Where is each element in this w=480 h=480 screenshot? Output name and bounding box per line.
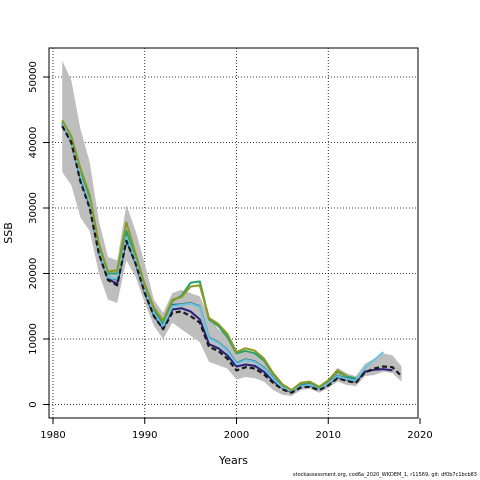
- footer-credit: stockassessment.org, cod6a_2020_WKDEM_1,…: [293, 472, 477, 478]
- series-lines: [61, 119, 403, 394]
- y-axis-title: SSB: [2, 222, 15, 244]
- x-tick-label-2020: 2020: [407, 430, 432, 441]
- plot-frame: [48, 47, 419, 419]
- y-tick-label-50000: 50000: [28, 61, 39, 93]
- x-tick-label-1980: 1980: [40, 430, 65, 441]
- confidence-band: [62, 60, 402, 396]
- y-tick-label-40000: 40000: [28, 127, 39, 159]
- y-tick-label-10000: 10000: [28, 323, 39, 355]
- series-line-4: [61, 123, 384, 393]
- y-tick-label-20000: 20000: [28, 258, 39, 290]
- x-tick-label-2010: 2010: [316, 430, 341, 441]
- y-tick-label-30000: 30000: [28, 192, 39, 224]
- y-tick-label-0: 0: [28, 401, 39, 407]
- x-tick-label-1990: 1990: [132, 430, 157, 441]
- series-line-5: [61, 119, 348, 392]
- x-axis: 1980 1990 2000 2010 2020: [40, 418, 433, 441]
- series-line-0: [61, 125, 403, 394]
- y-axis: 0 10000 20000 30000 40000 50000: [28, 61, 49, 408]
- x-axis-title: Years: [218, 454, 248, 467]
- x-tick-label-2000: 2000: [224, 430, 249, 441]
